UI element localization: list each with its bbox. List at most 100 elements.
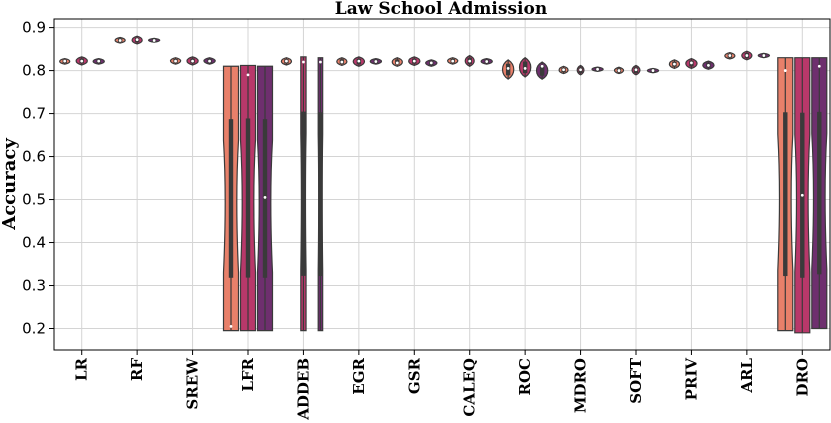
violin-median bbox=[208, 59, 211, 63]
violin bbox=[317, 57, 324, 332]
y-tick-label: 0.2 bbox=[22, 320, 46, 338]
violin bbox=[576, 64, 585, 76]
violin-box bbox=[539, 65, 545, 76]
violin bbox=[186, 56, 199, 66]
x-tick-label: EGR bbox=[350, 357, 368, 394]
violin bbox=[501, 59, 515, 80]
violin bbox=[352, 56, 366, 67]
y-tick-label: 0.3 bbox=[22, 277, 46, 295]
violin-median bbox=[617, 69, 621, 72]
violin bbox=[75, 56, 88, 66]
violin-median bbox=[690, 61, 693, 65]
violin-box bbox=[245, 118, 251, 278]
violin bbox=[811, 57, 828, 330]
violin-median bbox=[634, 68, 638, 72]
violin bbox=[757, 52, 771, 59]
violin-median bbox=[118, 39, 122, 42]
violin-median bbox=[263, 195, 267, 199]
violin bbox=[256, 65, 274, 332]
violin bbox=[222, 65, 240, 332]
violin-median bbox=[800, 193, 804, 197]
violin-median bbox=[673, 62, 676, 66]
violin-median bbox=[728, 54, 732, 57]
violin-median bbox=[395, 61, 399, 65]
violin bbox=[794, 57, 811, 334]
violin bbox=[558, 65, 569, 75]
violin-median bbox=[817, 64, 821, 68]
x-tick-label: CALEQ bbox=[461, 358, 479, 417]
x-tick-label: RF bbox=[128, 358, 146, 381]
violin-median bbox=[579, 68, 582, 72]
violin-median bbox=[540, 64, 544, 68]
x-tick-label: LFR bbox=[239, 357, 257, 391]
violin-median bbox=[523, 67, 527, 70]
violin-median bbox=[762, 54, 766, 57]
y-tick-label: 0.4 bbox=[22, 234, 46, 252]
y-tick-label: 0.7 bbox=[22, 105, 46, 123]
violin bbox=[480, 57, 493, 65]
violin-box bbox=[228, 119, 234, 278]
violin bbox=[203, 57, 216, 65]
violin bbox=[668, 59, 681, 70]
violin bbox=[646, 67, 660, 74]
x-tick-label: GSR bbox=[405, 357, 423, 394]
violin-median bbox=[562, 68, 565, 72]
violin-median bbox=[191, 59, 194, 63]
violin-box bbox=[783, 112, 788, 277]
violin bbox=[518, 56, 532, 78]
violin-median bbox=[97, 59, 101, 63]
violin bbox=[777, 57, 794, 332]
violin bbox=[59, 57, 71, 65]
violin bbox=[369, 57, 383, 65]
violin-median bbox=[319, 60, 322, 64]
x-tick-label: ROC bbox=[516, 358, 534, 396]
violin-median bbox=[506, 67, 510, 70]
violin-median bbox=[152, 39, 156, 42]
violin bbox=[336, 57, 348, 67]
violin bbox=[535, 61, 549, 80]
grid-lines bbox=[54, 19, 830, 350]
violin-median bbox=[80, 59, 84, 63]
violin-median bbox=[357, 59, 361, 63]
violin bbox=[685, 57, 698, 70]
violin-median bbox=[783, 69, 787, 72]
x-tick-label: ADDEB bbox=[294, 358, 312, 421]
violin-box bbox=[301, 111, 306, 276]
violin-median bbox=[485, 60, 489, 63]
y-axis-label: Accuracy bbox=[0, 138, 20, 231]
violin bbox=[147, 37, 161, 43]
violin-median bbox=[374, 60, 378, 63]
violin bbox=[300, 56, 307, 332]
violins bbox=[59, 35, 828, 334]
violin bbox=[408, 56, 421, 67]
x-tick-label: SREW bbox=[184, 357, 202, 410]
violin-median bbox=[302, 60, 305, 64]
violin-median bbox=[429, 61, 433, 65]
violin-median bbox=[285, 59, 288, 63]
violin bbox=[92, 57, 105, 65]
plot-frame bbox=[53, 18, 831, 351]
violin bbox=[724, 51, 736, 60]
y-tick-label: 0.9 bbox=[22, 19, 46, 37]
violin-median bbox=[135, 38, 139, 42]
violin-median bbox=[63, 59, 67, 63]
violin bbox=[447, 57, 459, 65]
violin bbox=[425, 59, 438, 67]
violin-median bbox=[745, 54, 749, 57]
y-tick-label: 0.6 bbox=[22, 148, 46, 166]
violin-median bbox=[340, 60, 344, 64]
violin-median bbox=[451, 59, 455, 63]
y-tick-label: 0.8 bbox=[22, 62, 46, 80]
violin bbox=[741, 50, 753, 61]
y-tick-labels: 0.2 0.3 0.4 0.5 0.6 0.7 0.8 0.9 bbox=[22, 19, 54, 338]
violin bbox=[131, 35, 143, 45]
violin-median bbox=[596, 67, 599, 71]
x-tick-label: PRIV bbox=[682, 358, 700, 401]
violin-box bbox=[318, 112, 323, 277]
x-tick-label: LR bbox=[73, 357, 91, 381]
violin bbox=[114, 36, 126, 44]
violin-median bbox=[707, 64, 710, 67]
violin-median bbox=[229, 324, 233, 328]
violin bbox=[631, 64, 641, 76]
